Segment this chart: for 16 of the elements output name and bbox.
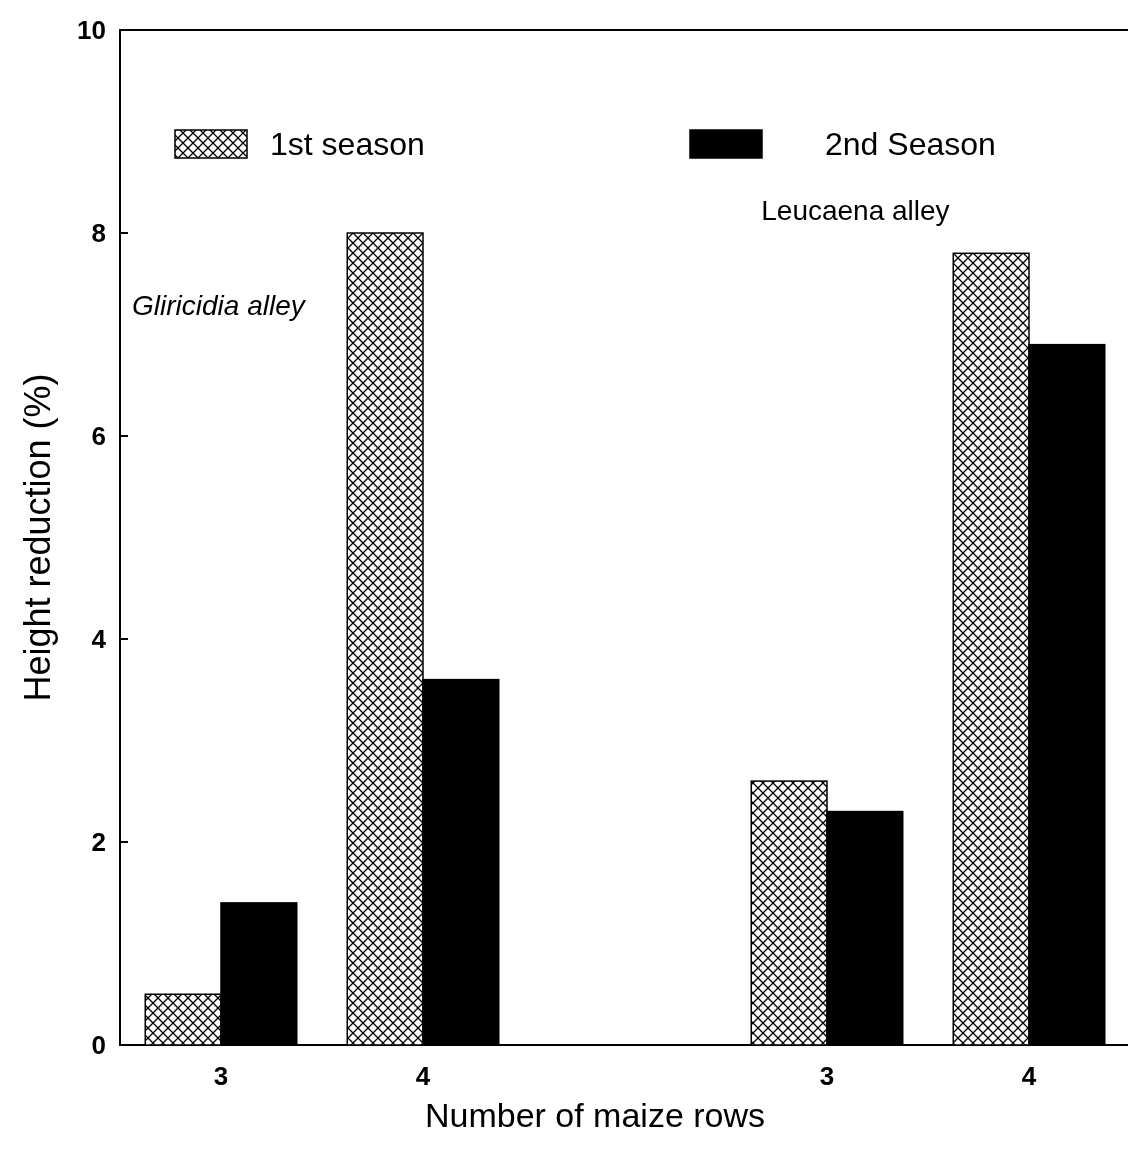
legend-label: 2nd Season: [825, 126, 996, 162]
y-tick-label: 10: [77, 15, 106, 46]
y-tick-label: 6: [91, 421, 106, 452]
y-tick-label: 8: [91, 218, 106, 249]
y-tick-label: 2: [91, 827, 106, 858]
x-tick-label: 3: [819, 1061, 835, 1091]
x-axis-title: Number of maize rows: [424, 1096, 766, 1134]
x-tick-label: 4: [415, 1061, 431, 1091]
y-tick-label: 0: [91, 1030, 106, 1061]
annotation: Gliricidia alley: [132, 290, 307, 321]
y-tick-label: 4: [91, 624, 107, 655]
legend-label: 1st season: [270, 126, 425, 162]
y-axis-title: Height reduction (%): [17, 373, 58, 702]
annotation: Leucaena alley: [761, 195, 950, 226]
x-tick-label: 3: [213, 1061, 229, 1091]
x-tick-label: 4: [1021, 1061, 1037, 1091]
